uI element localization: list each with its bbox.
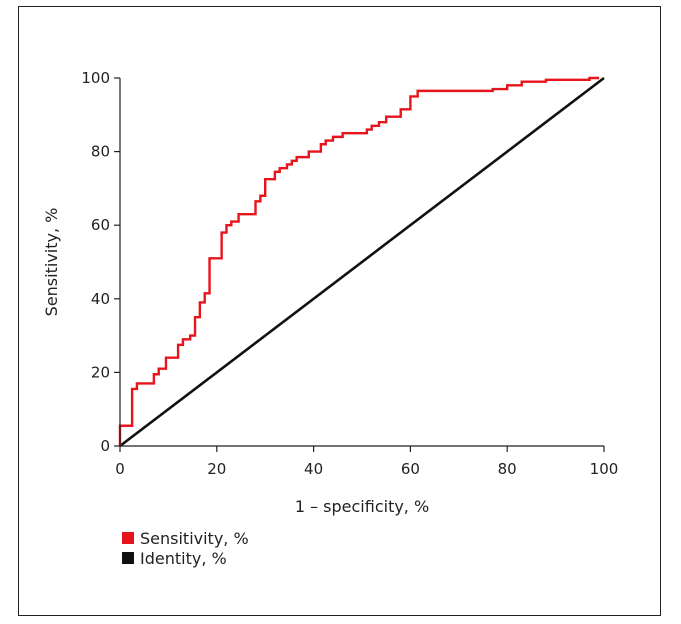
legend-label-identity: Identity, % <box>140 549 227 568</box>
legend-swatch-sensitivity <box>122 532 134 544</box>
legend: Sensitivity, % Identity, % <box>122 529 249 568</box>
x-tick-label: 100 <box>590 460 619 478</box>
legend-item-sensitivity: Sensitivity, % <box>122 529 249 548</box>
legend-item-identity: Identity, % <box>122 549 227 568</box>
y-tick-label: 100 <box>81 69 110 87</box>
chart-frame <box>18 6 661 616</box>
series-line-identity <box>119 76 605 448</box>
x-tick-label: 40 <box>304 460 323 478</box>
plot-area <box>118 76 605 448</box>
x-tick-label: 20 <box>207 460 226 478</box>
axes <box>119 78 604 447</box>
y-tick-label: 0 <box>100 437 110 455</box>
y-tick-label: 40 <box>91 290 110 308</box>
x-axis-label: 1 – specificity, % <box>295 497 429 516</box>
legend-swatch-identity <box>122 552 134 564</box>
x-tick-label: 60 <box>401 460 420 478</box>
legend-label-sensitivity: Sensitivity, % <box>140 529 249 548</box>
series-line-sensitivity <box>118 76 600 446</box>
x-tick-label: 80 <box>498 460 517 478</box>
ticks: 0 20 40 60 80 100 0 20 40 60 80 100 <box>81 69 618 478</box>
y-tick-label: 60 <box>91 216 110 234</box>
y-tick-label: 20 <box>91 363 110 381</box>
y-tick-label: 80 <box>91 143 110 161</box>
y-axis-label: Sensitivity, % <box>42 208 61 317</box>
x-tick-label: 0 <box>115 460 125 478</box>
